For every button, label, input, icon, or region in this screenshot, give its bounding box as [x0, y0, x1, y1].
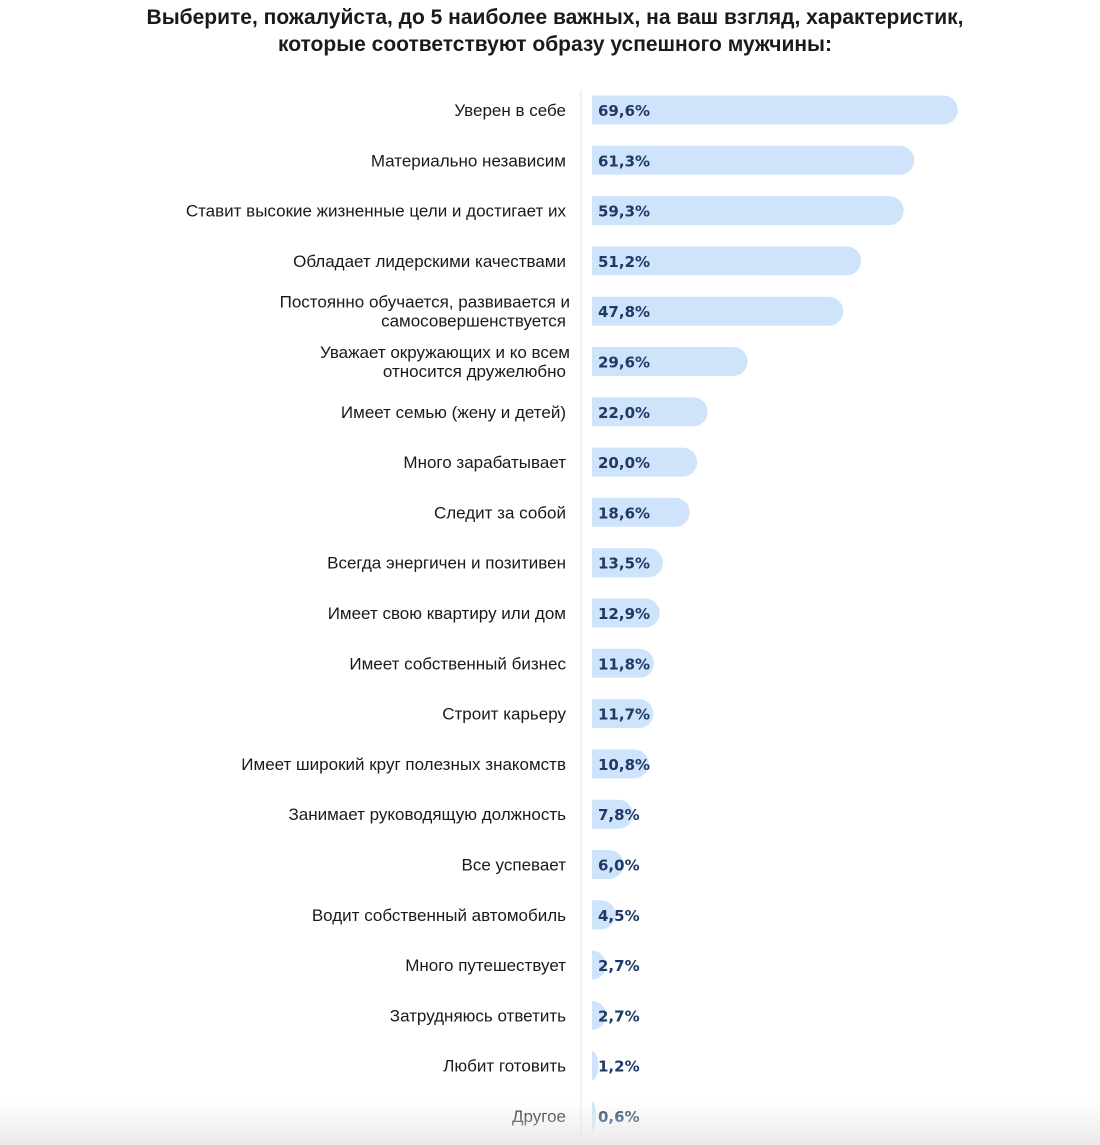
category-label: Обладает лидерскими качествами [293, 252, 566, 271]
bar-value-label: 47,8% [598, 303, 650, 321]
category-label: Занимает руководящую должность [289, 805, 567, 824]
bar [592, 497, 690, 527]
bar-row: 59,3% Ставит высокие жизненные цели и дос… [186, 196, 904, 226]
bar [592, 246, 862, 276]
bar-row: 4,5% Водит собственный автомобиль [312, 900, 640, 930]
category-label: Любит готовить [443, 1057, 566, 1076]
bar-row: 18,6% Следит за собой [434, 497, 690, 527]
category-label: Строит карьеру [442, 705, 566, 724]
category-label: Ставит высокие жизненные цели и достигае… [186, 202, 567, 221]
category-label: Постоянно обучается, развивается и самосо… [280, 293, 570, 331]
bar-row: 2,7% Много путешествует [405, 950, 640, 980]
bar-value-label: 6,0% [598, 857, 640, 875]
bar-value-label: 29,6% [598, 354, 650, 372]
bar-value-label: 11,7% [598, 706, 650, 724]
bar-value-label: 2,7% [598, 957, 640, 975]
bar [592, 900, 616, 930]
chart-title-line-2: которые соответствуют образу успешного м… [278, 33, 832, 56]
category-label: Материально независим [371, 151, 566, 170]
category-label: Другое [512, 1107, 566, 1126]
category-label: Водит собственный автомобиль [312, 906, 566, 925]
bar-row: 69,6% Уверен в себе [454, 95, 958, 125]
bar [592, 548, 663, 578]
bar-row: 51,2% Обладает лидерскими качествами [293, 246, 862, 276]
chart-title: Выберите, пожалуйста, до 5 наиболее важн… [0, 4, 1100, 58]
bar-value-label: 1,2% [598, 1058, 640, 1076]
bar [592, 799, 634, 829]
bar [592, 145, 915, 175]
bar [592, 950, 607, 980]
bar-value-label: 11,8% [598, 655, 650, 673]
bar-row: 0,6% Другое [512, 1101, 640, 1131]
bar-row: 11,8% Имеет собственный бизнес [349, 648, 655, 678]
bar-row: 13,5% Всегда энергичен и позитивен [327, 548, 663, 578]
bar [592, 95, 958, 125]
bar [592, 850, 624, 879]
bar-row: 11,7% Строит карьеру [442, 699, 654, 729]
bar [592, 699, 654, 729]
category-label: Всегда энергичен и позитивен [327, 554, 566, 573]
category-label: Имеет свою квартиру или дом [328, 604, 566, 623]
bar-value-label: 4,5% [598, 907, 640, 925]
category-label: Следит за собой [434, 503, 566, 522]
chart-title-line-1: Выберите, пожалуйста, до 5 наиболее важн… [146, 6, 964, 29]
bar [592, 1101, 596, 1131]
bar [592, 347, 748, 376]
bar [592, 749, 649, 779]
bar [592, 1051, 599, 1081]
category-label: Имеет семью (жену и детей) [341, 403, 566, 422]
bar-value-label: 22,0% [598, 404, 650, 422]
bar [592, 196, 904, 226]
bar-row: 2,7% Затрудняюсь ответить [390, 1000, 640, 1030]
bar-row: 20,0% Много зарабатывает [403, 447, 698, 477]
bar-value-label: 18,6% [598, 504, 650, 522]
bar-value-label: 20,0% [598, 454, 650, 472]
bar-row: 61,3% Материально независим [371, 145, 915, 175]
category-label: Имеет широкий круг полезных знакомств [241, 755, 566, 774]
bar-value-label: 7,8% [598, 806, 640, 824]
bar [592, 447, 698, 477]
bar-row: 1,2% Любит готовить [443, 1051, 640, 1081]
category-label: Много зарабатывает [403, 453, 566, 472]
category-label: Имеет собственный бизнес [349, 654, 566, 673]
bar-row: 10,8% Имеет широкий круг полезных знакомс… [241, 749, 650, 779]
bar-row: 12,9% Имеет свою квартиру или дом [328, 598, 660, 628]
bar-value-label: 12,9% [598, 605, 650, 623]
category-label: Уверен в себе [454, 101, 566, 120]
bar-value-label: 13,5% [598, 555, 650, 573]
bar-row: 6,0% Все успевает [462, 850, 640, 879]
bar-row: 29,6% Уважает окружающих и ко всем относит… [320, 343, 748, 381]
bar-value-label: 59,3% [598, 203, 650, 221]
category-label: Много путешествует [405, 956, 566, 975]
category-label: Затрудняюсь ответить [390, 1006, 566, 1025]
bar-value-label: 10,8% [598, 756, 650, 774]
bar-row: 7,8% Занимает руководящую должность [289, 799, 640, 829]
category-label: Все успевает [462, 856, 567, 875]
bar-value-label: 51,2% [598, 253, 650, 271]
bar-row: 22,0% Имеет семью (жену и детей) [341, 397, 708, 427]
category-label: Уважает окружающих и ко всем относится др… [320, 343, 570, 381]
bar-value-label: 61,3% [598, 152, 650, 170]
bar [592, 296, 844, 326]
bar [592, 1000, 607, 1030]
bar [592, 598, 660, 628]
bar-value-label: 0,6% [598, 1108, 640, 1126]
bar [592, 648, 655, 678]
bar [592, 397, 708, 427]
bar-value-label: 2,7% [598, 1007, 640, 1025]
bar-value-label: 69,6% [598, 102, 650, 120]
